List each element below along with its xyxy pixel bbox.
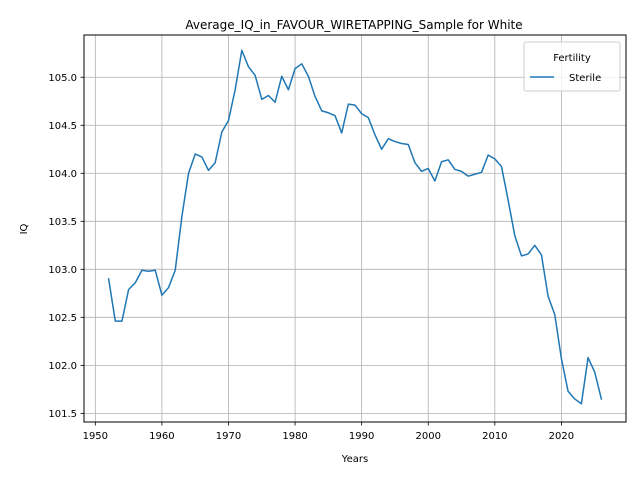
x-tick-label: 1960 <box>149 431 174 442</box>
y-tick-label: 101.5 <box>48 409 77 420</box>
y-tick-label: 103.5 <box>48 217 77 228</box>
chart-title: Average_IQ_in_FAVOUR_WIRETAPPING_Sample … <box>185 18 522 32</box>
legend-entry-sterile: Sterile <box>569 73 601 84</box>
legend: Fertility Sterile <box>524 42 620 91</box>
x-tick-label: 1950 <box>83 431 108 442</box>
y-tick-label: 102.0 <box>48 361 77 372</box>
x-tick-label: 1990 <box>349 431 374 442</box>
x-tick-label: 2000 <box>416 431 441 442</box>
y-tick-label: 104.5 <box>48 121 77 132</box>
y-tick-label: 102.5 <box>48 313 77 324</box>
legend-title: Fertility <box>553 53 591 64</box>
y-tick-label: 104.0 <box>48 169 77 180</box>
x-tick-label: 2020 <box>549 431 574 442</box>
x-axis-label: Years <box>341 454 368 465</box>
y-tick-label: 103.0 <box>48 265 77 276</box>
y-tick-label: 105.0 <box>48 73 77 84</box>
x-tick-label: 1970 <box>216 431 241 442</box>
x-tick-label: 1980 <box>282 431 307 442</box>
y-axis-label: IQ <box>19 223 30 234</box>
x-tick-label: 2010 <box>482 431 507 442</box>
